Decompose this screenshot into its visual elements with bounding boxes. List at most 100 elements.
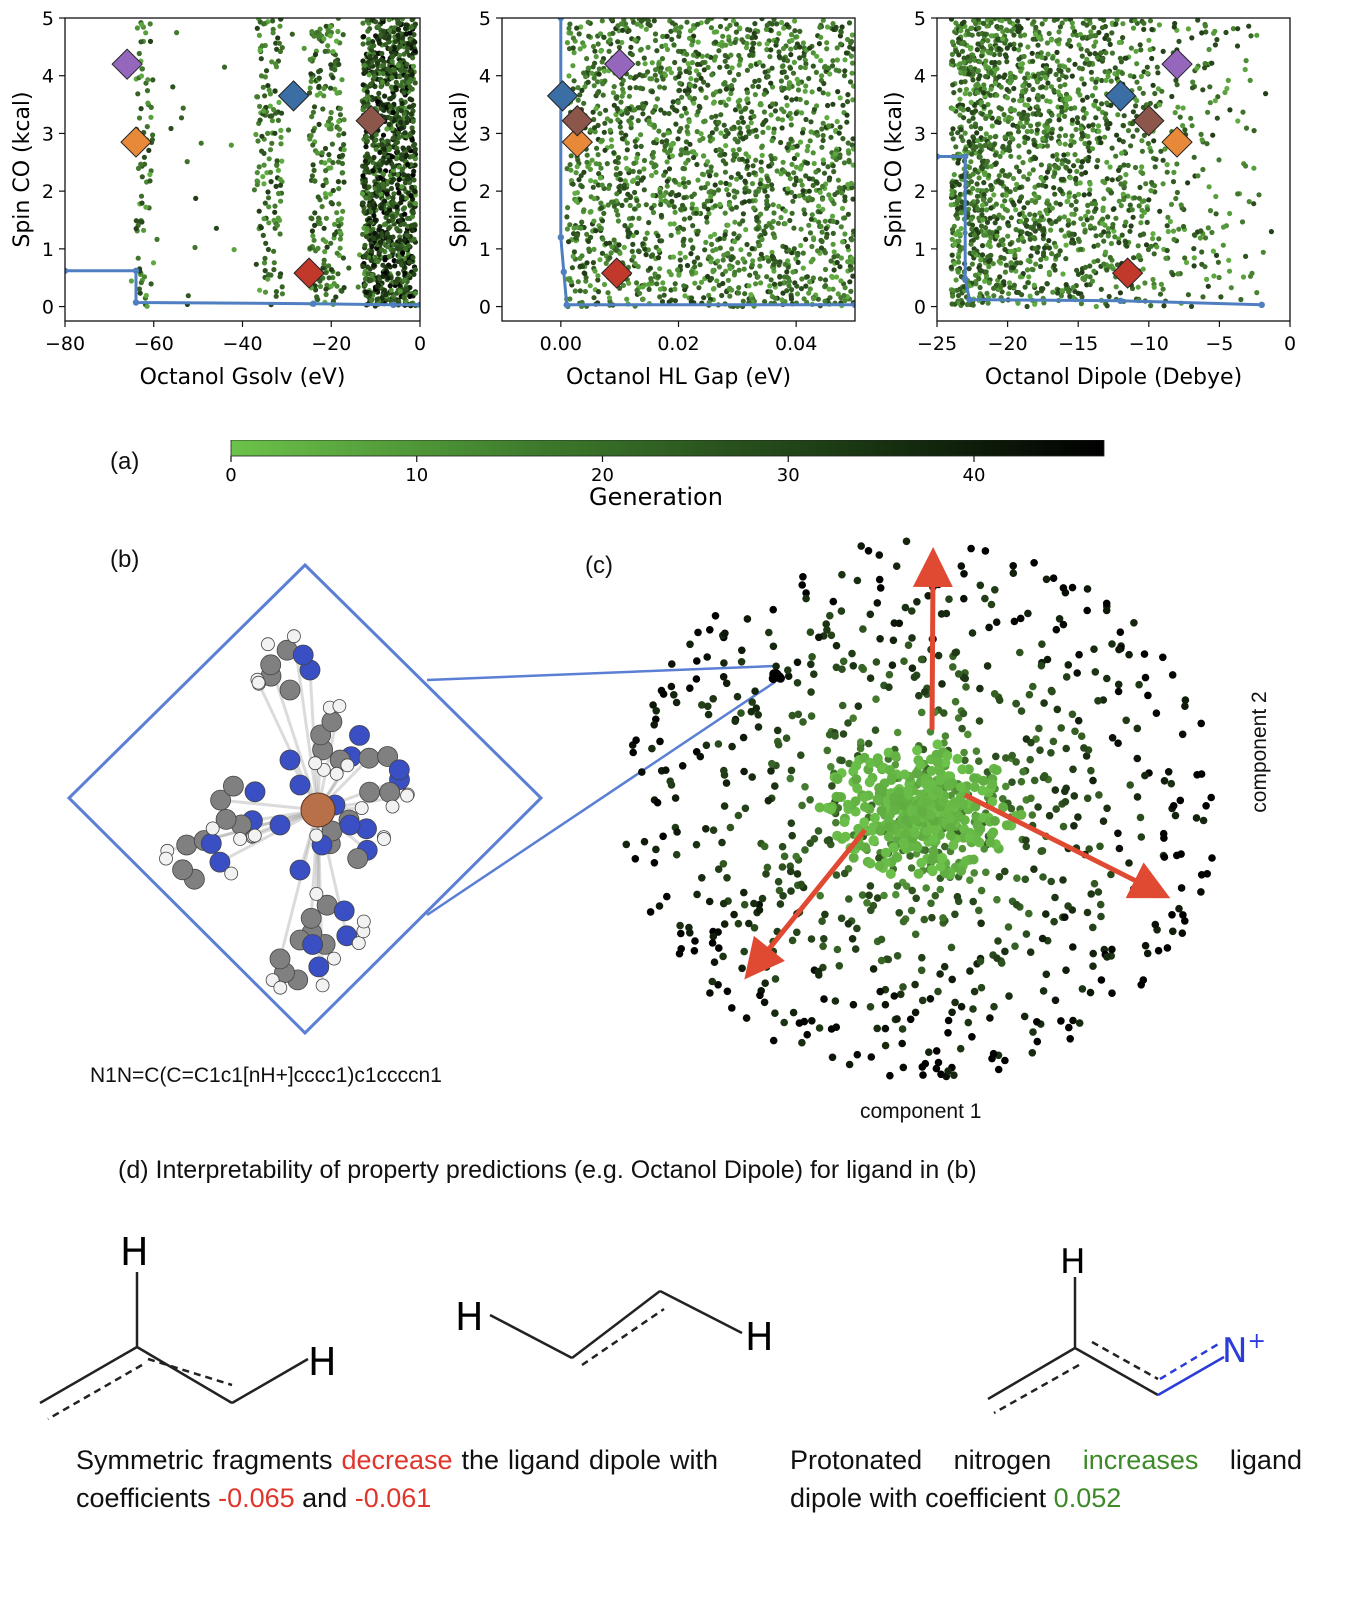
scatter-point <box>369 43 375 49</box>
scatter-point <box>565 205 571 211</box>
scatter-point <box>661 172 667 178</box>
scatter-point <box>949 252 955 258</box>
scatter-point <box>756 77 762 83</box>
scatter-point <box>776 49 782 55</box>
scatter-point <box>953 231 959 237</box>
scatter-point <box>643 252 649 258</box>
scatter-point <box>670 99 676 105</box>
scatter-point <box>838 41 844 47</box>
scatter-point <box>748 48 755 54</box>
scatter-point <box>628 121 634 127</box>
scatter-point <box>651 164 657 170</box>
scatter-point <box>992 18 998 22</box>
scatter-point <box>664 33 670 39</box>
scatter-point <box>599 182 605 188</box>
scatter-point <box>406 145 412 151</box>
scatter-point <box>1007 284 1013 290</box>
scatter-point <box>672 298 678 304</box>
scatter-point <box>360 41 366 47</box>
scatter-point <box>1114 262 1121 268</box>
scatter-point <box>690 52 697 58</box>
scatter-point <box>628 125 634 131</box>
scatter-point <box>368 257 374 264</box>
scatter-point <box>664 138 670 144</box>
scatter-point <box>845 92 851 98</box>
scatter-point <box>363 69 369 75</box>
scatter-point <box>769 138 775 144</box>
scatter-point <box>1028 253 1034 259</box>
scatter-point <box>1214 115 1220 121</box>
scatter-point <box>564 40 570 46</box>
scatter-point <box>1095 242 1101 248</box>
scatter-point <box>277 274 283 280</box>
scatter-point <box>793 44 799 51</box>
scatter-point <box>692 280 698 286</box>
scatter-point <box>649 60 655 66</box>
scatter-point <box>773 39 779 45</box>
scatter-point <box>362 253 368 259</box>
scatter-point <box>694 161 700 168</box>
scatter-point <box>369 134 375 140</box>
scatter-point <box>319 150 325 156</box>
scatter-point <box>381 221 388 228</box>
scatter-point <box>802 65 808 71</box>
scatter-point <box>659 238 665 244</box>
scatter-point <box>398 119 404 125</box>
scatter-point <box>1137 42 1143 48</box>
scatter-point <box>716 147 722 153</box>
scatter-point <box>574 164 580 170</box>
scatter-point <box>707 133 713 140</box>
scatter-point <box>985 101 991 108</box>
scatter-point <box>716 48 722 54</box>
scatter-point <box>1045 80 1051 86</box>
scatter-point <box>826 286 832 292</box>
x-tick-label: −20 <box>311 333 351 355</box>
scatter-point <box>379 247 385 253</box>
scatter-point <box>1028 128 1035 134</box>
scatter-point <box>789 97 795 103</box>
scatter-point <box>665 130 671 136</box>
scatter-point <box>705 82 711 88</box>
scatter-point <box>1091 243 1097 249</box>
scatter-point <box>1254 32 1260 38</box>
scatter-point <box>826 65 832 71</box>
scatter-point <box>379 18 385 21</box>
y-axis-label: Spin CO (kcal) <box>10 91 35 247</box>
scatter-point <box>271 107 277 113</box>
scatter-point <box>398 125 405 131</box>
scatter-point <box>619 202 625 208</box>
scatter-point <box>585 164 591 170</box>
scatter-point <box>1030 58 1036 64</box>
scatter-point <box>803 100 810 106</box>
scatter-point <box>256 208 262 214</box>
scatter-point <box>1087 263 1093 269</box>
scatter-point <box>641 166 647 172</box>
scatter-point <box>273 293 279 299</box>
scatter-point <box>657 189 663 195</box>
scatter-point <box>395 26 401 32</box>
scatter-point <box>607 127 613 133</box>
scatter-point <box>139 66 145 72</box>
scatter-point <box>585 238 592 244</box>
scatter-point <box>311 104 318 110</box>
scatter-point <box>588 208 594 215</box>
scatter-point <box>837 95 843 101</box>
scatter-point <box>380 62 387 68</box>
scatter-point <box>652 72 658 78</box>
scatter-point <box>808 129 814 135</box>
scatter-point <box>390 247 397 253</box>
scatter-point <box>261 216 267 222</box>
scatter-point <box>684 51 690 57</box>
scatter-point <box>759 18 765 22</box>
scatter-point <box>1101 238 1107 244</box>
scatter-point <box>383 214 389 220</box>
scatter-point <box>380 181 386 187</box>
scatter-point <box>198 140 204 146</box>
scatter-point <box>769 253 775 259</box>
scatter-point <box>986 172 992 178</box>
scatter-point <box>339 160 345 167</box>
scatter-point <box>634 287 640 293</box>
scatter-point <box>602 120 608 126</box>
scatter-point <box>694 129 700 135</box>
scatter-point <box>749 246 755 252</box>
